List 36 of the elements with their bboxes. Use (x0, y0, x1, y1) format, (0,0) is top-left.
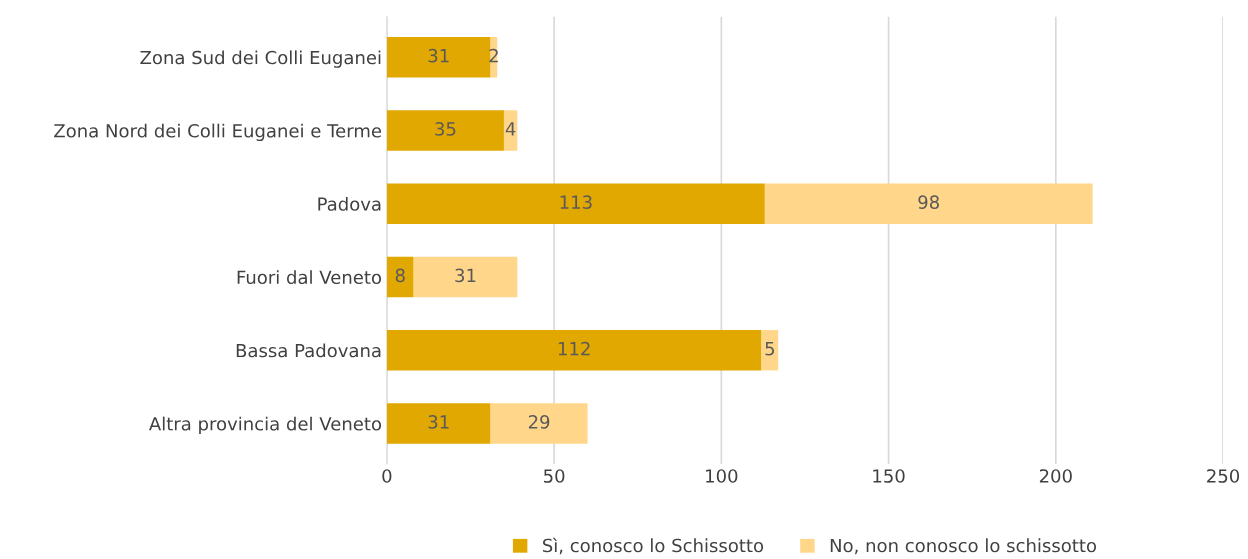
data-label: 31 (428, 415, 449, 429)
data-label: 35 (435, 122, 456, 136)
bar (386, 110, 504, 151)
y-tick-label: Padova (318, 196, 381, 211)
y-tick-label: Altra provincia del Veneto (149, 416, 382, 435)
data-label: 5 (765, 342, 775, 356)
bar (386, 403, 491, 444)
bar (761, 330, 779, 371)
bar (490, 403, 588, 444)
x-tick-label: 150 (873, 469, 905, 483)
bar (386, 183, 765, 224)
y-tick-label: Zona Nord dei Colli Euganei e Terme (54, 123, 382, 142)
bar (386, 330, 762, 371)
y-tick-label: Zona Sud dei Colli Euganei (140, 50, 381, 68)
data-label: 112 (558, 341, 590, 356)
data-label: 98 (918, 195, 939, 209)
data-label: 29 (528, 415, 550, 429)
x-tick-label: 0 (382, 469, 392, 483)
bar (386, 37, 491, 78)
data-label: 31 (455, 268, 476, 283)
x-tick-label: 200 (1039, 469, 1072, 483)
bar (503, 110, 518, 151)
legend-label: No, non conosco lo schissotto (830, 538, 1097, 555)
data-label: 8 (395, 268, 405, 283)
x-tick-label: 100 (706, 469, 738, 483)
y-tick-label: Bassa Padovana (236, 343, 381, 358)
y-tick-label: Fuori dal Veneto (237, 270, 382, 285)
x-tick-label: 250 (1207, 469, 1240, 483)
data-label: 113 (560, 195, 592, 209)
legend-label: Sì, conosco lo Schissotto (542, 537, 764, 555)
data-label: 4 (505, 122, 516, 136)
x-tick-label: 50 (544, 469, 565, 483)
data-label: 31 (428, 48, 449, 63)
bar (386, 256, 414, 298)
bar (764, 183, 1093, 224)
bar (413, 256, 518, 298)
